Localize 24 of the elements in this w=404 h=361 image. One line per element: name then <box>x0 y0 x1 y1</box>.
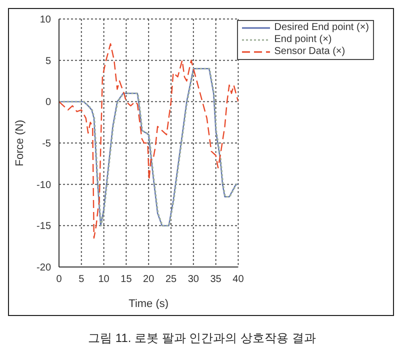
x-tick-label: 20 <box>143 274 155 286</box>
y-tick-label: -20 <box>36 262 52 274</box>
x-tick-label: 15 <box>120 274 132 286</box>
y-tick-label: -15 <box>36 221 52 232</box>
x-tick-label: 0 <box>56 274 62 286</box>
x-tick-label: 25 <box>165 274 178 286</box>
x-tick-label: 40 <box>232 274 244 286</box>
legend-label: End point (×) <box>274 34 332 46</box>
figure-frame: Desired End point (×) End point (×) Sensor Data (×) 0 5 10 15 20 25 30 35 40 Time (s) -20 -15 -10 -5 0 5 10 Force (N) <box>8 8 394 316</box>
caption: 그림 11. 로봇 팔과 인간과의 상호작용 결과 <box>87 330 317 347</box>
legend-label: Sensor Data (×) <box>274 46 346 58</box>
x-tick-label: 5 <box>78 274 85 286</box>
x-tick-label: 10 <box>98 274 110 286</box>
legend-label: Desired End point (×) <box>274 22 369 34</box>
y-tick-label: 5 <box>45 56 52 67</box>
line-series <box>59 43 238 239</box>
x-tick-label: 30 <box>188 274 200 286</box>
y-tick-label: -10 <box>36 180 52 191</box>
y-axis-title: Force (N) <box>14 120 26 166</box>
x-axis-title: Time (s) <box>128 298 169 310</box>
y-tick-label: 10 <box>40 14 52 26</box>
y-tick-label: -5 <box>42 138 52 150</box>
x-tick-label: 35 <box>210 274 222 286</box>
y-tick-label: 0 <box>45 97 52 108</box>
